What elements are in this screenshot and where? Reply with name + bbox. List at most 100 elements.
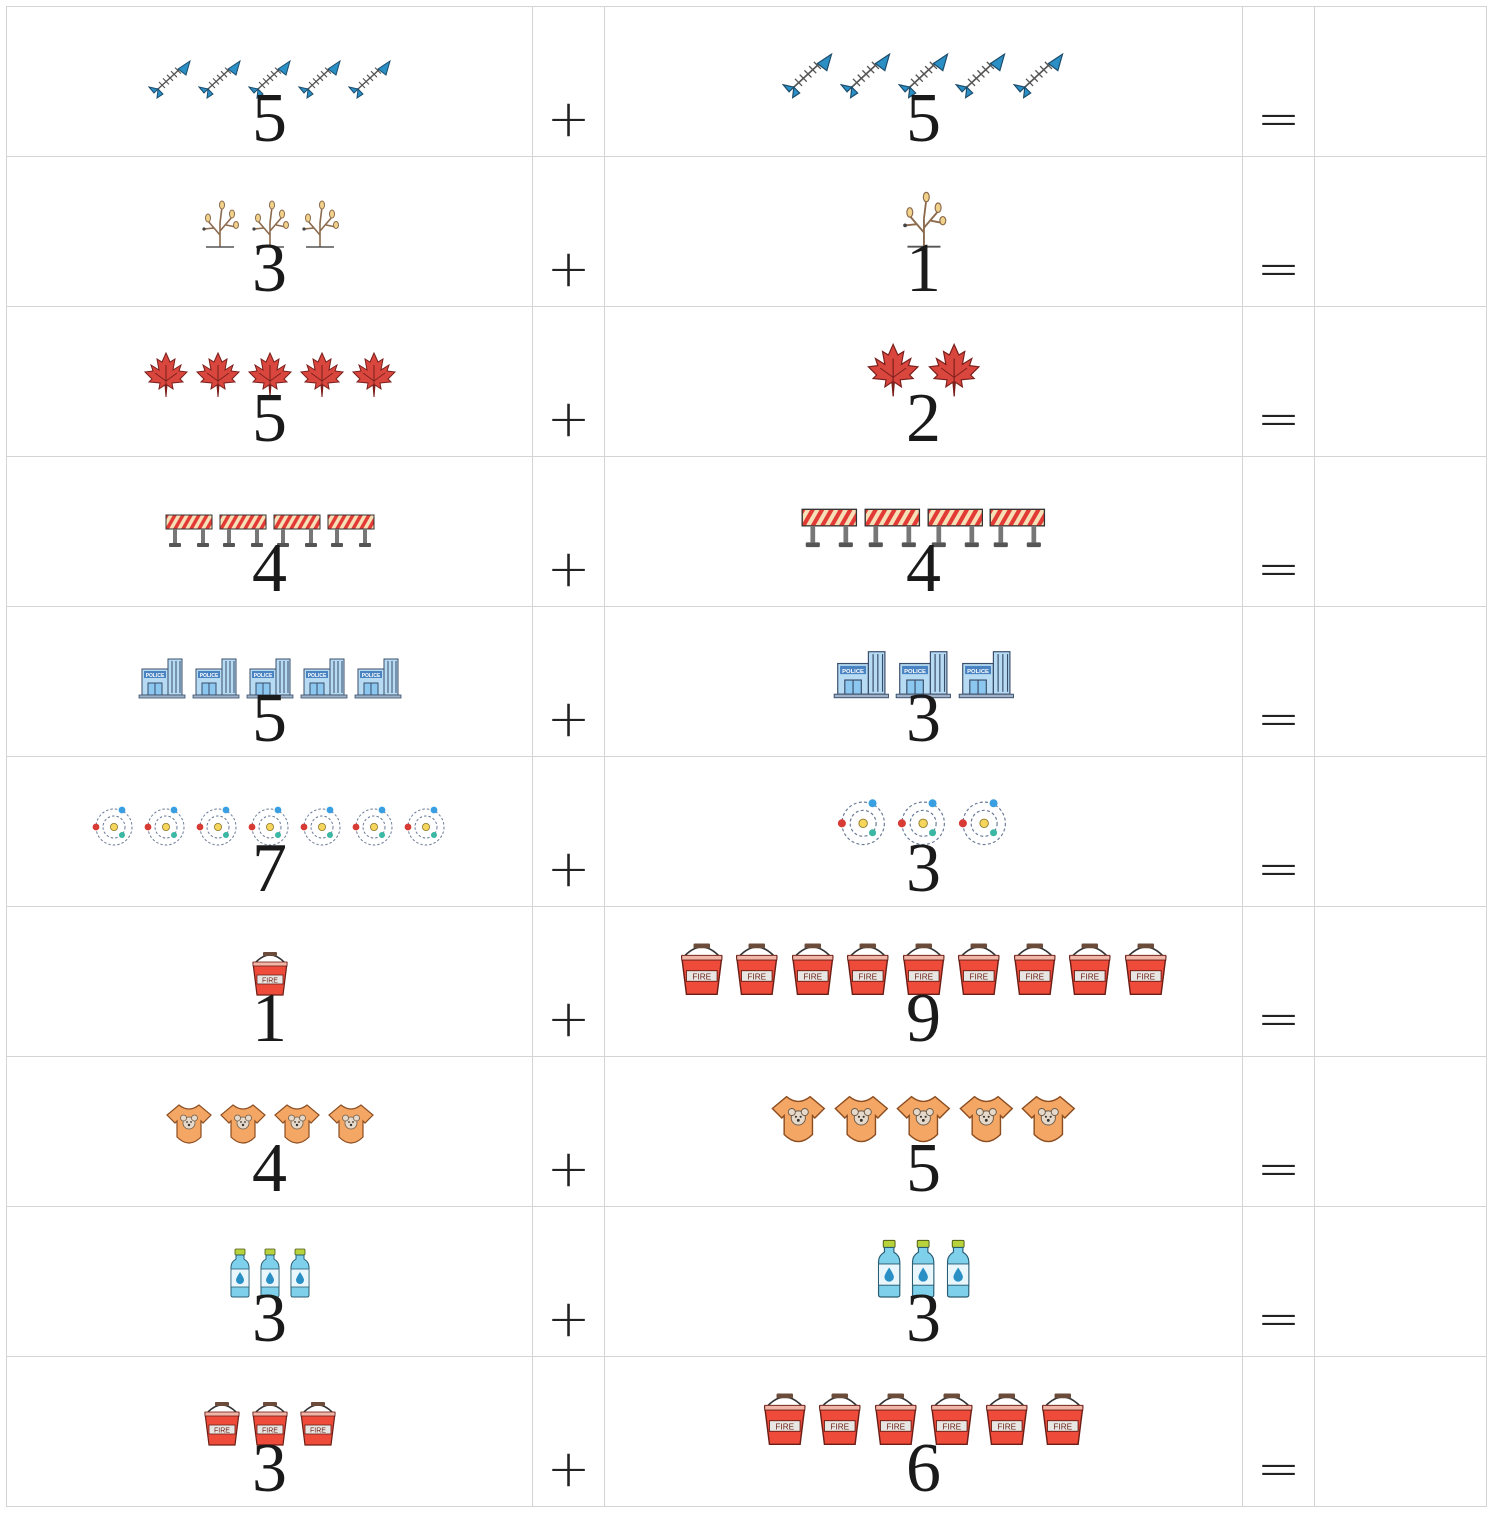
plus-sign: +: [546, 839, 591, 899]
icon-group: FIRE FIRE FIRE FIRE FIRE FIRE: [605, 1383, 1242, 1449]
equation-row: POLICE POLICE POLICE POLICE POLICE 5 + POLICE PO…: [6, 606, 1487, 757]
equals-sign: =: [1256, 389, 1301, 449]
equation-row: 3 +1 =: [6, 156, 1487, 307]
water-bottle-icon: [944, 1238, 972, 1299]
addend-number: 6: [906, 1430, 941, 1507]
police-station-icon: POLICE: [300, 655, 348, 699]
svg-text:POLICE: POLICE: [145, 673, 164, 679]
addend-number: 3: [252, 1280, 287, 1357]
plus-sign: +: [546, 539, 591, 599]
plus-cell: +: [532, 306, 605, 457]
police-station-icon: POLICE: [246, 655, 294, 699]
equals-cell: =: [1242, 456, 1315, 607]
addend-number: 9: [906, 980, 941, 1057]
svg-text:FIRE: FIRE: [214, 1428, 230, 1435]
water-bottle-icon: [909, 1238, 937, 1299]
fire-bucket-icon: FIRE: [249, 949, 291, 999]
fire-bucket-icon: FIRE: [1038, 1390, 1088, 1449]
answer-cell[interactable]: [1314, 756, 1487, 907]
fire-bucket-icon: FIRE: [982, 1390, 1032, 1449]
icon-group: FIRE FIRE FIRE: [7, 1383, 532, 1449]
atom-orbit-icon: [957, 795, 1011, 849]
addend-number: 7: [252, 830, 287, 907]
road-barrier-icon: [989, 507, 1046, 549]
svg-text:FIRE: FIRE: [914, 973, 933, 982]
addend-number: 3: [906, 830, 941, 907]
road-barrier-icon: [927, 507, 984, 549]
addend-number: 4: [252, 1130, 287, 1207]
maple-leaf-icon: [351, 351, 397, 399]
second-addend-cell: 2: [604, 306, 1243, 457]
answer-cell[interactable]: [1314, 306, 1487, 457]
first-addend-cell: FIRE 1: [6, 906, 533, 1057]
addend-number: 3: [906, 1280, 941, 1357]
answer-cell[interactable]: [1314, 6, 1487, 157]
fish-bone-icon: [247, 55, 292, 99]
svg-text:POLICE: POLICE: [361, 673, 380, 679]
baby-onesie-icon: [165, 1101, 213, 1149]
fire-bucket-icon: FIRE: [1121, 940, 1171, 999]
plus-cell: +: [532, 906, 605, 1057]
fish-bone-icon: [297, 55, 342, 99]
road-barrier-icon: [864, 507, 921, 549]
fish-bone-icon: [197, 55, 242, 99]
equals-sign: =: [1256, 989, 1301, 1049]
first-addend-cell: 3: [6, 1206, 533, 1357]
answer-cell[interactable]: [1314, 1206, 1487, 1357]
plus-cell: +: [532, 1056, 605, 1207]
first-addend-cell: 5: [6, 306, 533, 457]
equals-sign: =: [1256, 1139, 1301, 1199]
equals-cell: =: [1242, 156, 1315, 307]
svg-text:POLICE: POLICE: [199, 673, 218, 679]
svg-text:FIRE: FIRE: [692, 973, 711, 982]
second-addend-cell: 5: [604, 1056, 1243, 1207]
first-addend-cell: 4: [6, 456, 533, 607]
equation-row: 5 +2 =: [6, 306, 1487, 457]
bare-tree-icon: [198, 199, 242, 249]
svg-text:FIRE: FIRE: [997, 1423, 1016, 1432]
maple-leaf-icon: [927, 342, 981, 399]
icon-group: [7, 33, 532, 99]
icon-group: [7, 183, 532, 249]
svg-text:POLICE: POLICE: [253, 673, 272, 679]
answer-cell[interactable]: [1314, 1356, 1487, 1507]
water-bottle-icon: [228, 1247, 252, 1299]
answer-cell[interactable]: [1314, 156, 1487, 307]
icon-group: [605, 1083, 1242, 1149]
icon-group: [605, 333, 1242, 399]
icon-group: FIRE: [7, 933, 532, 999]
svg-text:FIRE: FIRE: [831, 1423, 850, 1432]
atom-orbit-icon: [403, 803, 449, 849]
plus-sign: +: [546, 239, 591, 299]
icon-group: POLICE POLICE POLICE: [605, 633, 1242, 699]
water-bottle-icon: [288, 1247, 312, 1299]
first-addend-cell: 4: [6, 1056, 533, 1207]
fire-bucket-icon: FIRE: [927, 1390, 977, 1449]
atom-orbit-icon: [299, 803, 345, 849]
addend-number: 1: [252, 980, 287, 1057]
answer-cell[interactable]: [1314, 1056, 1487, 1207]
police-station-icon: POLICE: [192, 655, 240, 699]
plus-sign: +: [546, 689, 591, 749]
atom-orbit-icon: [836, 795, 890, 849]
equals-cell: =: [1242, 306, 1315, 457]
plus-sign: +: [546, 1139, 591, 1199]
icon-group: [605, 783, 1242, 849]
answer-cell[interactable]: [1314, 606, 1487, 757]
maple-leaf-icon: [247, 351, 293, 399]
fish-bone-icon: [147, 55, 192, 99]
answer-cell[interactable]: [1314, 906, 1487, 1057]
first-addend-cell: POLICE POLICE POLICE POLICE POLICE 5: [6, 606, 533, 757]
addend-number: 2: [906, 380, 941, 457]
equation-row: 3 +3 =: [6, 1206, 1487, 1357]
svg-text:FIRE: FIRE: [1025, 973, 1044, 982]
fire-bucket-icon: FIRE: [954, 940, 1004, 999]
fire-bucket-icon: FIRE: [297, 1399, 339, 1449]
baby-onesie-icon: [327, 1101, 375, 1149]
fire-bucket-icon: FIRE: [843, 940, 893, 999]
equals-sign: =: [1256, 839, 1301, 899]
addition-worksheet-table: 5 +5 = 3 +1 = 5 +2 = 4 +4 = POLICE POLICE POLICE POLICE…: [6, 6, 1487, 1507]
fish-bone-icon: [1013, 47, 1065, 99]
plus-cell: +: [532, 756, 605, 907]
answer-cell[interactable]: [1314, 456, 1487, 607]
